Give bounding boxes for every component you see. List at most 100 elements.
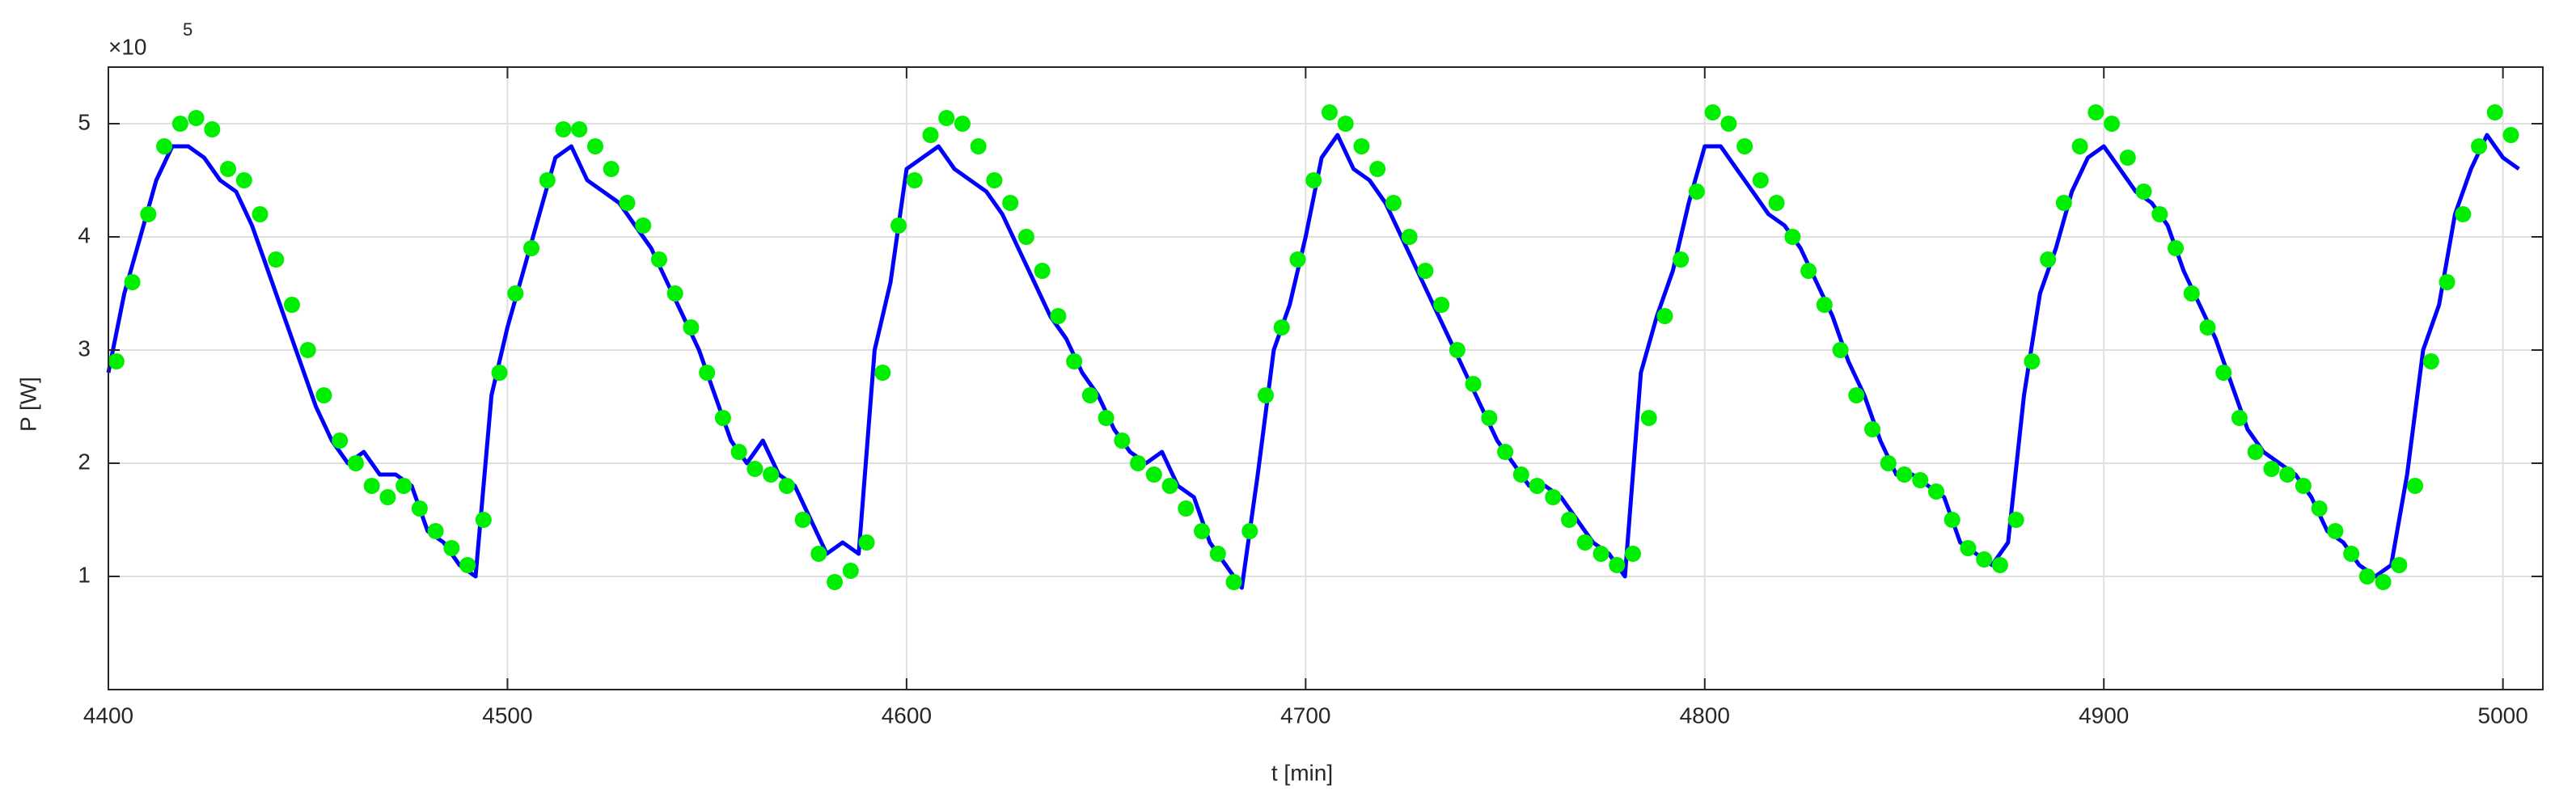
data-point — [1066, 353, 1083, 369]
data-point — [1944, 512, 1961, 528]
data-point — [283, 297, 300, 313]
data-point — [1512, 466, 1529, 483]
data-point — [1752, 172, 1769, 188]
data-point — [2055, 195, 2072, 211]
data-point — [2024, 353, 2041, 369]
data-point — [1353, 138, 1370, 154]
data-point — [1449, 342, 1466, 358]
data-point — [1688, 184, 1705, 200]
data-point — [1305, 172, 1322, 188]
data-point — [2311, 500, 2328, 517]
data-point — [2343, 546, 2360, 562]
data-point — [1960, 540, 1977, 556]
data-point — [1194, 523, 1211, 539]
x-tick-label: 5000 — [2478, 703, 2528, 728]
data-point — [683, 319, 700, 335]
data-point — [124, 274, 141, 290]
data-point — [1991, 557, 2008, 573]
data-point — [1656, 308, 1673, 324]
data-point — [2279, 466, 2296, 483]
data-point — [2151, 206, 2168, 222]
y-axis-label: P [W] — [15, 377, 40, 432]
data-point — [1593, 546, 1609, 562]
data-point — [2168, 240, 2185, 256]
data-point — [874, 365, 891, 381]
y-multiplier: ×10 — [108, 34, 147, 59]
data-point — [1273, 319, 1290, 335]
data-point — [1002, 195, 1019, 211]
data-point — [666, 285, 683, 302]
data-point — [268, 251, 285, 268]
data-point — [938, 110, 955, 126]
data-point — [1225, 574, 1242, 590]
data-point — [810, 546, 827, 562]
data-point — [1640, 410, 1657, 426]
data-point — [1385, 195, 1402, 211]
data-point — [1417, 263, 1434, 279]
data-point — [108, 353, 125, 369]
x-tick-label: 4700 — [1280, 703, 1330, 728]
data-point — [2375, 574, 2392, 590]
x-tick-label: 4600 — [882, 703, 932, 728]
data-point — [1609, 557, 1626, 573]
y-tick-label: 2 — [78, 449, 91, 474]
data-point — [1017, 229, 1034, 245]
data-point — [315, 387, 332, 403]
data-point — [1257, 387, 1274, 403]
data-point — [827, 574, 844, 590]
data-point — [539, 172, 556, 188]
data-point — [2391, 557, 2408, 573]
data-point — [2007, 512, 2024, 528]
data-point — [1784, 229, 1801, 245]
data-point — [714, 410, 731, 426]
data-point — [2040, 251, 2057, 268]
data-point — [1624, 546, 1641, 562]
data-point — [2471, 138, 2488, 154]
data-point — [2183, 285, 2200, 302]
data-point — [730, 444, 747, 460]
data-point — [1736, 138, 1753, 154]
data-point — [842, 563, 859, 579]
data-point — [379, 489, 396, 505]
data-point — [523, 240, 540, 256]
data-point — [1178, 500, 1195, 517]
x-tick-label: 4800 — [1680, 703, 1730, 728]
data-point — [1114, 433, 1131, 449]
data-point — [2087, 104, 2104, 120]
data-point — [1912, 472, 1929, 488]
data-point — [220, 161, 237, 177]
data-point — [2422, 353, 2439, 369]
data-point — [1800, 263, 1817, 279]
data-point — [1401, 229, 1418, 245]
y-tick-label: 4 — [78, 222, 91, 247]
data-point — [1050, 308, 1067, 324]
data-point — [619, 195, 636, 211]
data-point — [1081, 387, 1098, 403]
data-point — [459, 557, 476, 573]
data-point — [986, 172, 1003, 188]
data-point — [171, 116, 188, 132]
data-point — [1576, 534, 1593, 551]
data-point — [794, 512, 811, 528]
data-point — [1034, 263, 1051, 279]
data-point — [1927, 483, 1944, 500]
ticks: 4400 4500 4600 4700 4800 4900 5000 1 2 3 4 5 — [78, 67, 2543, 728]
data-point — [1720, 116, 1737, 132]
data-point — [747, 461, 763, 477]
data-point — [1497, 444, 1514, 460]
data-point — [188, 110, 205, 126]
data-point — [1161, 478, 1178, 494]
data-point — [906, 172, 923, 188]
data-point — [1832, 342, 1849, 358]
x-tick-label: 4400 — [83, 703, 133, 728]
axes-box — [108, 66, 2544, 690]
data-point — [1704, 104, 1721, 120]
data-point — [2295, 478, 2312, 494]
data-point — [1130, 455, 1147, 471]
data-point — [395, 478, 412, 494]
data-point — [1145, 466, 1162, 483]
plot-area — [106, 104, 2520, 590]
data-point — [1976, 551, 1993, 568]
data-point — [2407, 478, 2424, 494]
data-point — [2486, 104, 2503, 120]
